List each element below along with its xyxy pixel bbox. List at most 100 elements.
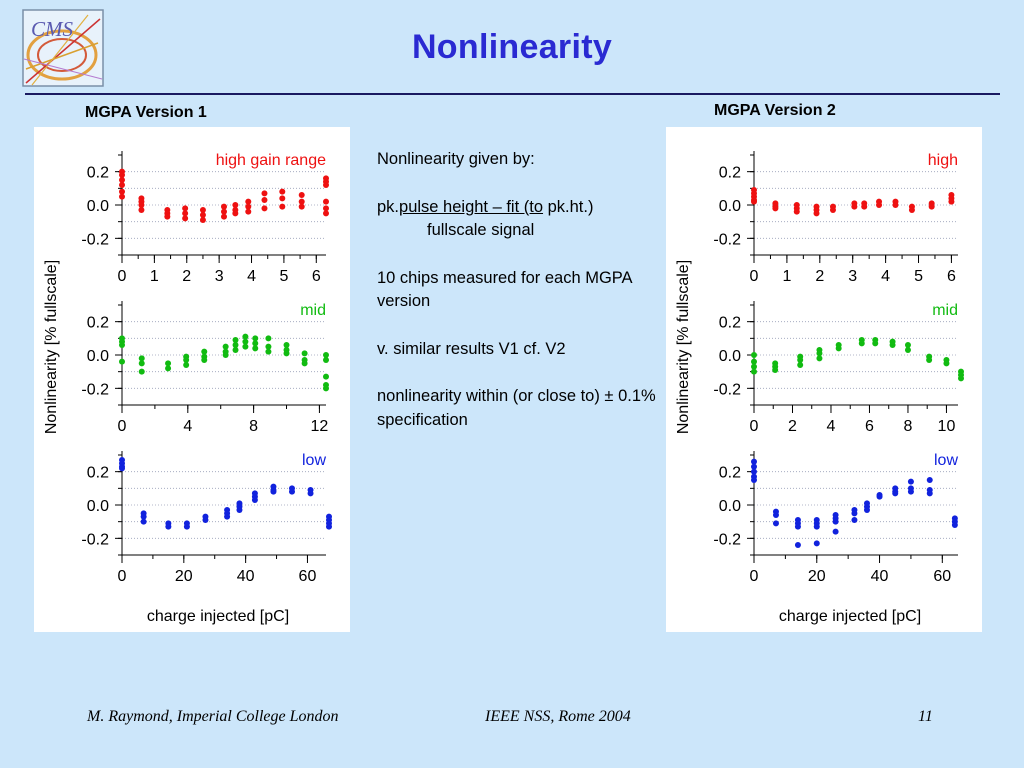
data-point xyxy=(283,347,290,353)
x-tick-label: 0 xyxy=(750,418,759,435)
data-point xyxy=(835,345,842,352)
y-tick-label: -0.2 xyxy=(713,531,741,548)
data-point xyxy=(904,347,911,353)
data-point xyxy=(138,355,145,362)
data-point xyxy=(907,488,914,495)
formula-prefix: pk. xyxy=(377,197,400,216)
y-tick-label: 0.2 xyxy=(87,315,109,332)
data-point xyxy=(261,190,268,197)
footer-conference: IEEE NSS, Rome 2004 xyxy=(485,708,631,725)
x-tick-label: 0 xyxy=(118,418,127,435)
x-tick-label: 2 xyxy=(815,268,824,285)
x-tick-label: 12 xyxy=(311,418,329,435)
y-tick-label: 0.0 xyxy=(87,348,109,365)
x-tick-label: 4 xyxy=(183,418,192,435)
footer-page-number: 11 xyxy=(918,708,933,725)
data-point xyxy=(221,208,227,215)
data-point xyxy=(265,348,272,355)
data-point xyxy=(201,348,208,355)
notes-formula: pk.pulse height – fit (to pk.ht.) fullsc… xyxy=(377,196,667,243)
data-point xyxy=(138,368,145,375)
y-tick-label: 0.0 xyxy=(719,348,741,365)
data-point xyxy=(242,338,249,345)
x-tick-label: 5 xyxy=(279,268,288,285)
data-point xyxy=(119,182,125,188)
data-point xyxy=(119,465,125,472)
data-point xyxy=(323,385,329,392)
data-point xyxy=(261,197,268,203)
data-point xyxy=(232,347,239,353)
x-tick-label: 8 xyxy=(904,418,913,435)
data-point xyxy=(251,497,258,503)
data-point xyxy=(861,203,868,210)
data-point xyxy=(164,213,171,220)
data-point xyxy=(951,522,958,528)
x-tick-label: 40 xyxy=(871,568,889,585)
data-point xyxy=(224,513,231,520)
x-tick-label: 40 xyxy=(237,568,255,585)
data-point xyxy=(119,188,125,195)
x-tick-label: 6 xyxy=(947,268,956,285)
data-point xyxy=(323,198,329,205)
panel-mid: 0.2 0.0 -0.2 0 4 8 12 mid xyxy=(81,301,329,435)
y-tick-label: -0.2 xyxy=(81,381,109,398)
data-point xyxy=(813,540,820,547)
data-point xyxy=(829,207,836,213)
data-point xyxy=(948,198,955,205)
x-tick-label: 3 xyxy=(848,268,857,285)
data-point xyxy=(751,477,757,483)
data-point xyxy=(245,203,252,210)
data-point xyxy=(119,193,125,200)
panel-high: 0.2 0.0 -0.2 0 1 2 3 4 5 6 high xyxy=(713,151,958,285)
y-tick-label: -0.2 xyxy=(81,531,109,548)
data-point xyxy=(236,507,243,513)
data-point xyxy=(183,362,190,368)
data-point xyxy=(279,188,286,195)
data-point xyxy=(222,352,229,358)
chart-svg-2: 0.2 0.0 -0.2 0 1 2 3 4 5 6 high 0.2 0.0 -0.2 0 2 4 6 8 10 mi… xyxy=(675,151,964,625)
series-label: high gain range xyxy=(216,152,326,169)
x-tick-label: 6 xyxy=(865,418,874,435)
data-point xyxy=(794,523,801,530)
data-point xyxy=(813,210,820,217)
y-tick-label: 0.2 xyxy=(719,315,741,332)
footer-author: M. Raymond, Imperial College London xyxy=(87,708,339,725)
x-tick-label: 6 xyxy=(312,268,321,285)
data-point xyxy=(816,355,823,362)
data-point xyxy=(140,513,147,520)
data-point xyxy=(323,373,329,380)
data-point xyxy=(232,337,239,343)
y-tick-label: 0.2 xyxy=(87,465,109,482)
data-point xyxy=(323,357,329,363)
data-point xyxy=(793,208,800,215)
x-axis-title: charge injected [pC] xyxy=(147,608,289,625)
y-tick-label: -0.2 xyxy=(713,231,741,248)
data-point xyxy=(876,202,883,208)
x-tick-label: 0 xyxy=(750,268,759,285)
x-tick-label: 0 xyxy=(118,568,127,585)
data-point xyxy=(928,203,935,210)
data-point xyxy=(221,203,227,210)
data-point xyxy=(221,213,227,220)
data-point xyxy=(289,488,295,495)
data-point xyxy=(751,363,757,370)
x-tick-label: 0 xyxy=(118,268,127,285)
data-point xyxy=(202,517,209,523)
data-point xyxy=(138,207,145,213)
data-point xyxy=(138,360,145,367)
data-point xyxy=(926,357,933,363)
data-point xyxy=(301,350,308,357)
data-point xyxy=(252,335,259,342)
data-point xyxy=(245,208,252,215)
x-tick-label: 20 xyxy=(175,568,193,585)
y-tick-label: 0.2 xyxy=(719,165,741,182)
x-tick-label: 5 xyxy=(914,268,923,285)
data-point xyxy=(892,202,899,208)
data-point xyxy=(298,198,305,205)
data-point xyxy=(772,367,779,373)
x-tick-label: 3 xyxy=(215,268,224,285)
data-point xyxy=(851,510,858,517)
data-point xyxy=(958,375,964,382)
data-point xyxy=(298,203,305,210)
